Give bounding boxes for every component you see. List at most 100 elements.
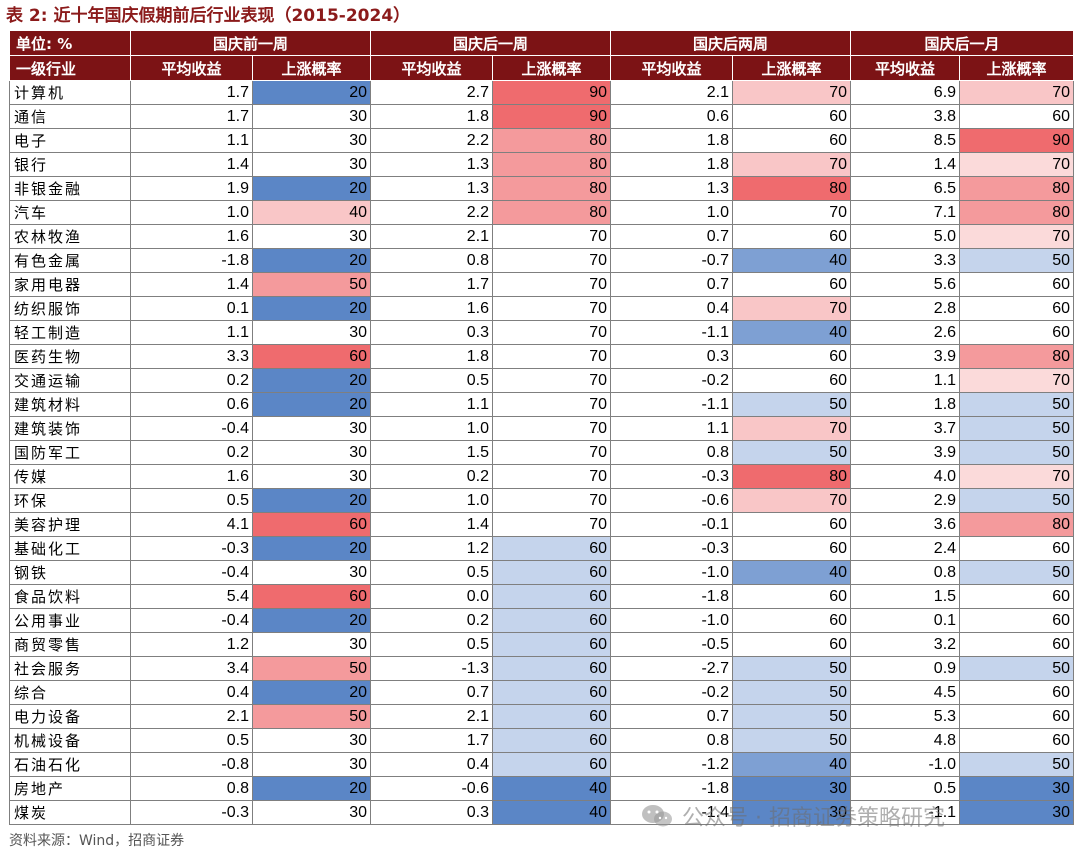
up-prob-cell: 30	[251, 440, 372, 465]
up-prob-cell: 70	[492, 296, 612, 321]
up-prob-cell: 50	[732, 440, 852, 465]
up-prob-cell: 50	[732, 392, 852, 417]
avg-return-cell: 0.4	[610, 296, 734, 321]
up-prob-cell: 60	[732, 632, 852, 657]
up-prob-cell: 50	[959, 416, 1075, 441]
up-prob-cell: 20	[251, 80, 372, 105]
avg-return-cell: -1.1	[850, 800, 961, 825]
avg-return-cell: 2.9	[850, 488, 961, 513]
up-prob-cell: 80	[959, 512, 1075, 537]
avg-return-cell: 1.2	[130, 632, 253, 657]
up-prob-cell: 30	[732, 776, 852, 801]
industry-name-cell: 通信	[9, 104, 131, 129]
up-prob-cell: 60	[492, 536, 612, 561]
table-row: 银行 1.4 30 1.3 80 1.8 70 1.4 70	[9, 152, 1075, 177]
avg-return-cell: 2.8	[850, 296, 961, 321]
avg-return-cell: 2.6	[850, 320, 961, 345]
up-prob-cell: 70	[959, 368, 1075, 393]
avg-return-cell: -0.4	[130, 608, 253, 633]
table-row: 纺织服饰 0.1 20 1.6 70 0.4 70 2.8 60	[9, 296, 1075, 321]
industry-name-cell: 银行	[9, 152, 131, 177]
avg-return-cell: -0.6	[610, 488, 734, 513]
table-row: 电子 1.1 30 2.2 80 1.8 60 8.5 90	[9, 128, 1075, 153]
up-prob-cell: 60	[492, 560, 612, 585]
up-prob-cell: 70	[492, 224, 612, 249]
avg-return-cell: -1.0	[610, 608, 734, 633]
avg-return-cell: 1.4	[130, 272, 253, 297]
up-prob-cell: 60	[251, 512, 372, 537]
avg-return-cell: 1.4	[850, 152, 961, 177]
avg-return-cell: 1.0	[370, 488, 494, 513]
industry-name-cell: 机械设备	[9, 728, 131, 753]
up-prob-cell: 60	[959, 584, 1075, 609]
up-prob-cell: 70	[732, 488, 852, 513]
up-prob-cell: 50	[959, 752, 1075, 777]
avg-return-cell: -1.4	[610, 800, 734, 825]
up-prob-cell: 60	[492, 680, 612, 705]
table-row: 家用电器 1.4 50 1.7 70 0.7 60 5.6 60	[9, 272, 1075, 297]
avg-return-cell: 1.7	[370, 728, 494, 753]
avg-return-cell: -0.3	[130, 536, 253, 561]
table-row: 商贸零售 1.2 30 0.5 60 -0.5 60 3.2 60	[9, 632, 1075, 657]
avg-return-cell: 2.1	[370, 224, 494, 249]
avg-return-cell: 1.8	[850, 392, 961, 417]
table-row: 有色金属 -1.8 20 0.8 70 -0.7 40 3.3 50	[9, 248, 1075, 273]
avg-return-cell: 5.6	[850, 272, 961, 297]
avg-return-cell: -1.8	[610, 584, 734, 609]
period-header-post-month: 国庆后一月	[850, 30, 1075, 56]
avg-return-cell: 0.7	[610, 224, 734, 249]
avg-return-cell: -0.6	[370, 776, 494, 801]
up-prob-cell: 50	[251, 272, 372, 297]
up-prob-cell: 40	[492, 800, 612, 825]
avg-return-cell: 4.1	[130, 512, 253, 537]
avg-return-cell: 0.5	[370, 560, 494, 585]
industry-name-cell: 钢铁	[9, 560, 131, 585]
up-prob-cell: 80	[959, 200, 1075, 225]
up-prob-cell: 70	[492, 248, 612, 273]
up-prob-cell: 70	[492, 416, 612, 441]
up-prob-cell: 30	[959, 800, 1075, 825]
up-prob-cell: 60	[959, 272, 1075, 297]
avg-return-cell: 0.4	[370, 752, 494, 777]
industry-name-cell: 基础化工	[9, 536, 131, 561]
table-row: 医药生物 3.3 60 1.8 70 0.3 60 3.9 80	[9, 344, 1075, 369]
industry-name-cell: 社会服务	[9, 656, 131, 681]
avg-return-cell: 0.3	[370, 800, 494, 825]
source-note: 资料来源：Wind，招商证券	[9, 833, 185, 849]
industry-name-cell: 电子	[9, 128, 131, 153]
avg-return-cell: 1.6	[130, 224, 253, 249]
up-prob-cell: 60	[959, 320, 1075, 345]
unit-label: 单位: %	[9, 30, 131, 56]
industry-name-cell: 综合	[9, 680, 131, 705]
avg-return-cell: 0.0	[370, 584, 494, 609]
industry-name-cell: 纺织服饰	[9, 296, 131, 321]
avg-return-cell: -1.0	[610, 560, 734, 585]
up-prob-cell: 60	[959, 728, 1075, 753]
industry-name-cell: 轻工制造	[9, 320, 131, 345]
up-prob-cell: 40	[732, 752, 852, 777]
up-prob-cell: 50	[251, 704, 372, 729]
avg-return-cell: -0.7	[610, 248, 734, 273]
up-prob-cell: 70	[492, 368, 612, 393]
avg-return-cell: -0.2	[610, 680, 734, 705]
industry-name-cell: 非银金融	[9, 176, 131, 201]
table-row: 环保 0.5 20 1.0 70 -0.6 70 2.9 50	[9, 488, 1075, 513]
avg-return-cell: 1.1	[610, 416, 734, 441]
table-row: 社会服务 3.4 50 -1.3 60 -2.7 50 0.9 50	[9, 656, 1075, 681]
up-prob-cell: 70	[959, 224, 1075, 249]
avg-return-cell: -0.5	[610, 632, 734, 657]
up-prob-cell: 50	[732, 704, 852, 729]
avg-return-cell: 0.2	[130, 440, 253, 465]
avg-return-cell: 1.1	[370, 392, 494, 417]
up-prob-cell: 30	[251, 800, 372, 825]
avg-return-cell: 1.0	[130, 200, 253, 225]
avg-return-header: 平均收益	[610, 55, 734, 81]
up-prob-cell: 60	[959, 296, 1075, 321]
up-prob-cell: 60	[732, 536, 852, 561]
avg-return-cell: 1.1	[130, 320, 253, 345]
up-prob-cell: 60	[732, 368, 852, 393]
avg-return-cell: 0.7	[610, 704, 734, 729]
avg-return-header: 平均收益	[850, 55, 961, 81]
avg-return-cell: 0.9	[850, 656, 961, 681]
avg-return-cell: 0.5	[370, 368, 494, 393]
